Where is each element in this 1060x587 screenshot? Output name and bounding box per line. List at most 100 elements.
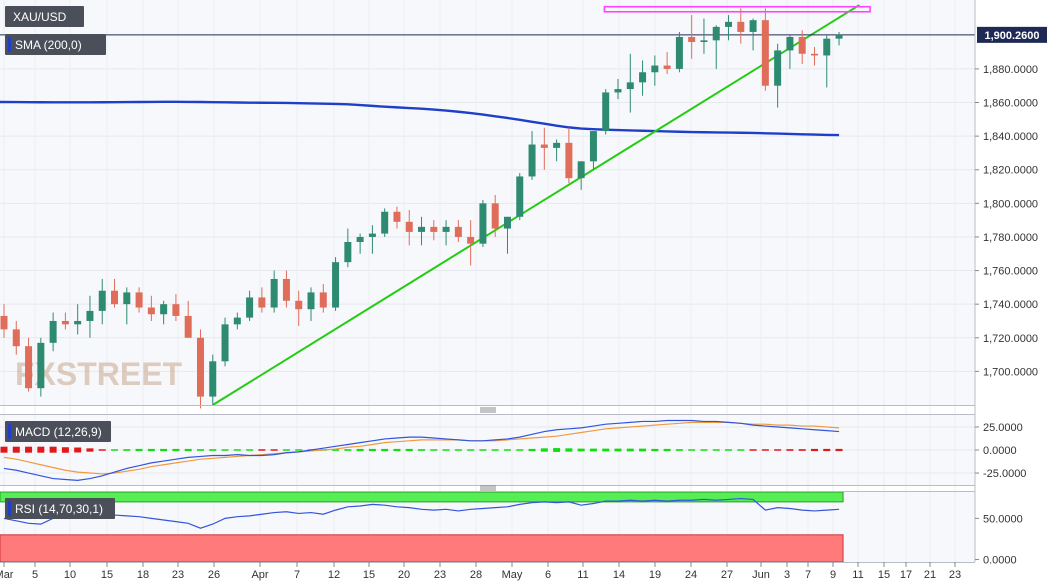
macd-hist-bar-pos [491,449,499,451]
candle-body-up [639,72,647,83]
x-tick-label: 20 [398,569,410,581]
candle-body-up [233,317,241,325]
macd-tick-label: -25.0000 [983,468,1026,480]
panel-resize-handle-2[interactable] [480,485,496,491]
candle-body-up [614,89,622,93]
candle-body-down [295,300,303,310]
symbol-legend[interactable]: XAU/USD [5,6,84,27]
x-tick-label: 7 [294,569,300,581]
candle-body-down [393,211,401,222]
macd-hist-bar-neg [823,448,831,452]
candle-body-up [553,142,561,148]
candle-body-up [725,21,733,27]
macd-hist-bar-neg [835,448,843,452]
x-tick-label: 15 [363,569,375,581]
candle-body-up [98,290,106,311]
candle-body-up [442,226,450,232]
x-tick-label: 15 [101,569,113,581]
panel-resize-handle-1[interactable] [480,407,496,413]
sma-legend-label: SMA (200,0) [15,38,82,52]
symbol-label: XAU/USD [13,10,67,24]
candle-body-up [626,82,634,90]
rsi-bands [0,491,844,563]
sma-legend[interactable]: SMA (200,0) [5,34,106,55]
macd-hist-bar-neg [25,446,33,453]
macd-hist-bar-pos [332,449,340,451]
macd-hist-bar-pos [639,448,647,452]
x-tick-label: 23 [172,569,184,581]
macd-legend-label: MACD (12,26,9) [15,425,102,439]
macd-hist-bar-pos [565,448,573,452]
x-tick-label: 7 [805,569,811,581]
macd-tick-label: 0.0000 [983,445,1017,457]
rsi-tick-label: 50.0000 [983,513,1023,525]
macd-hist-bar-pos [196,449,204,451]
resistance-zone [603,5,871,13]
macd-hist-bar-pos [405,448,413,452]
price-tick-label: 1,700.0000 [983,366,1038,378]
candle-body-down [491,203,499,229]
macd-hist-bar-pos [209,449,217,451]
candle-body-up [749,20,757,32]
macd-hist-bar-pos [626,448,634,452]
candle-body-down [61,320,69,325]
candle-body-up [332,262,340,308]
macd-hist-bar-pos [356,448,364,452]
candle-body-up [479,203,487,244]
candle-body-down [196,337,204,397]
candle-body-down [0,315,8,330]
sma-200-series [0,100,840,137]
macd-legend[interactable]: MACD (12,26,9) [5,421,111,442]
macd-hist-bar-pos [246,449,254,451]
price-tick-label: 1,820.0000 [983,165,1038,177]
x-tick-label: 12 [328,569,340,581]
macd-hist-bar-neg [798,449,806,451]
rsi-legend[interactable]: RSI (14,70,30,1) [5,498,115,519]
macd-hist-bar-pos [418,449,426,451]
macd-hist-bar-pos [160,448,168,452]
macd-hist-bar-pos [430,449,438,451]
macd-hist-bar-pos [553,448,561,452]
macd-hist-bar-pos [442,449,450,451]
candle-body-up [823,38,831,56]
macd-hist-bar-neg [774,449,782,451]
candle-body-down [737,21,745,32]
x-tick-label: 15 [878,569,890,581]
price-tick-label: 1,840.0000 [983,131,1038,143]
macd-hist-bar-neg [786,449,794,451]
candle-body-down [319,292,327,308]
x-tick-label: 14 [613,569,625,581]
candle-body-up [675,36,683,69]
macd-hist-bar-pos [651,448,659,452]
macd-hist-bar-pos [688,449,696,451]
x-tick-label: 24 [685,569,697,581]
candle-body-up [123,292,131,305]
macd-hist-bar-pos [172,448,180,452]
macd-hist-bar-pos [540,448,548,452]
macd-hist-bar-pos [135,448,143,452]
x-tick-label: 27 [721,569,733,581]
macd-hist-bar-pos [454,449,462,451]
macd-hist-bar-neg [810,448,818,452]
candle-body-up [344,241,352,263]
candle-body-up [74,320,82,325]
price-tick-label: 1,860.0000 [983,98,1038,110]
sma-legend-swatch [8,37,11,52]
macd-hist-bar-neg [86,448,94,452]
macd-hist-bar-neg [74,447,82,453]
rsi-legend-swatch [8,501,11,516]
macd-hist-bar-neg [12,446,20,453]
candle-body-up [651,65,659,73]
macd-hist-bar-pos [344,449,352,451]
candle-body-up [49,320,57,343]
rsi-oversold-band [0,534,844,563]
x-tick-label: 18 [137,569,149,581]
x-tick-label: 26 [208,569,220,581]
macd-hist-bar-neg [0,446,8,453]
macd-hist-bar-neg [98,449,106,451]
trendline [212,4,860,406]
candle-body-up [516,176,524,217]
price-tick-label: 1,880.0000 [983,64,1038,76]
x-tick-label: Jun [752,569,770,581]
macd-hist-bar-pos [368,448,376,452]
